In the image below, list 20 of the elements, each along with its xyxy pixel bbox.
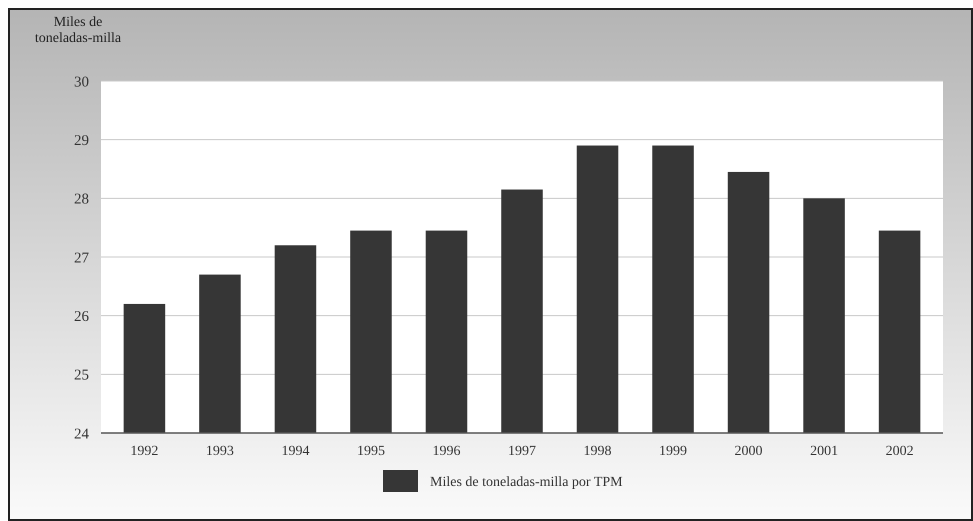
x-tick-label: 2001 <box>810 444 838 459</box>
x-tick-label: 1996 <box>432 444 460 459</box>
y-tick-label: 29 <box>74 132 89 149</box>
y-tick-label: 27 <box>74 250 90 266</box>
x-tick-label: 1994 <box>281 444 310 459</box>
y-tick-label: 25 <box>74 368 89 384</box>
x-tick-label: 1992 <box>130 444 158 459</box>
x-tick-label: 1999 <box>659 444 688 459</box>
x-tick-label: 1998 <box>584 444 612 459</box>
y-tick-label: 28 <box>74 192 89 208</box>
y-tick-label: 30 <box>74 74 89 90</box>
x-tick-label: 1997 <box>508 444 536 459</box>
x-tick-label: 1993 <box>206 444 234 459</box>
y-tick-label: 26 <box>74 308 90 325</box>
x-tick-label: 2000 <box>734 444 763 459</box>
x-tick-label: 2002 <box>886 444 914 459</box>
x-tick-label: 1995 <box>356 444 385 459</box>
y-tick-label: 24 <box>74 426 90 442</box>
legend-label: Miles de toneladas-milla por TPM <box>430 474 624 490</box>
y-axis-title: Miles de toneladas-milla <box>34 15 122 46</box>
